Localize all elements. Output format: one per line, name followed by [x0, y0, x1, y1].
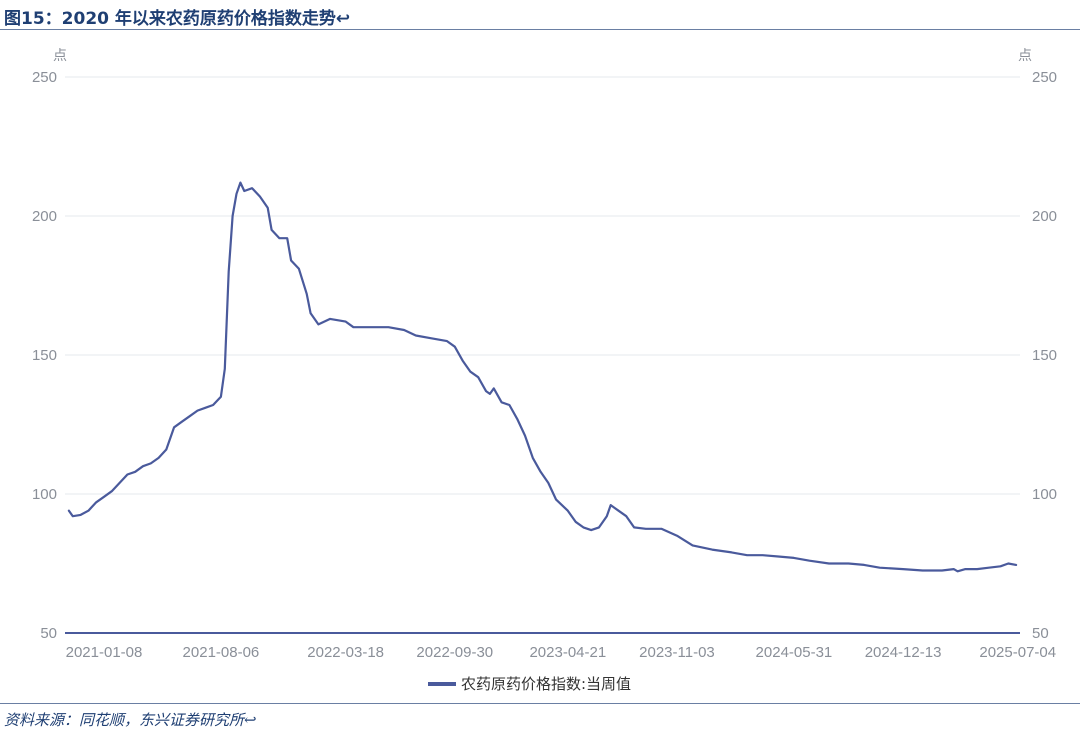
- source-divider: [0, 703, 1080, 704]
- figure-title: 图15：2020 年以来农药原药价格指数走势↩: [4, 9, 351, 29]
- x-tick-label: 2023-11-03: [639, 644, 715, 661]
- x-tick-label: 2024-12-13: [865, 644, 942, 661]
- title-divider: [0, 29, 1080, 30]
- series-group: [67, 181, 1018, 573]
- x-tick-labels: 2021-01-08 2021-08-06 2022-03-18 2022-09-30…: [66, 644, 1056, 661]
- y-unit-left: 点: [53, 48, 67, 64]
- price-index-line-chart: 50 100 150 200 250 50 100 150 200 250 点 点 2021-0…: [32, 48, 1057, 693]
- y-tick-label-right: 100: [1032, 486, 1057, 503]
- y-tick-label-left: 200: [32, 208, 57, 225]
- x-tick-label: 2021-08-06: [183, 644, 260, 661]
- y-unit-right: 点: [1018, 48, 1032, 64]
- y-tick-label-left: 50: [40, 625, 57, 642]
- y-axis-left: 50 100 150 200 250: [32, 69, 57, 642]
- series-line: [67, 181, 1018, 573]
- x-tick-label: 2023-04-21: [529, 644, 606, 661]
- source-note: 资料来源：同花顺，东兴证券研究所↩: [4, 711, 257, 729]
- y-tick-label-left: 250: [32, 69, 57, 86]
- y-tick-label-left: 150: [32, 347, 57, 364]
- legend: 农药原药价格指数:当周值: [428, 675, 631, 693]
- legend-label: 农药原药价格指数:当周值: [461, 675, 631, 693]
- y-tick-label-right: 250: [1032, 69, 1057, 86]
- grid-lines: [65, 76, 1020, 495]
- x-tick-label: 2022-03-18: [307, 644, 384, 661]
- x-tick-label: 2021-01-08: [66, 644, 143, 661]
- y-tick-label-right: 200: [1032, 208, 1057, 225]
- y-axis-right: 50 100 150 200 250: [1032, 69, 1057, 642]
- x-tick-label: 2025-07-04: [979, 644, 1056, 661]
- y-tick-label-right: 50: [1032, 625, 1049, 642]
- x-tick-label: 2024-05-31: [756, 644, 833, 661]
- y-tick-label-right: 150: [1032, 347, 1057, 364]
- x-tick-label: 2022-09-30: [416, 644, 493, 661]
- y-tick-label-left: 100: [32, 486, 57, 503]
